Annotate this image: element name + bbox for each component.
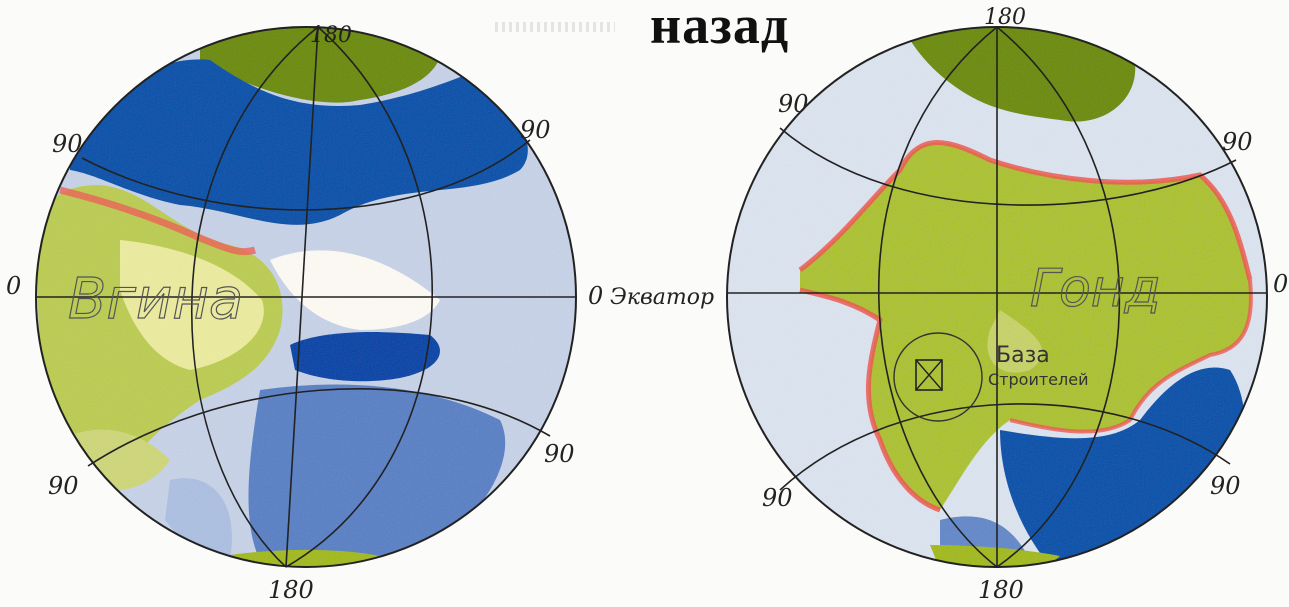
lat-label-bottom: 180 [268, 576, 314, 604]
graticule-right [726, 26, 1268, 568]
lat-label-lower-left: 90 [48, 472, 79, 500]
lat-label-upper-left-right-globe: 90 [778, 90, 809, 118]
region-label-right: Гонд [1030, 259, 1161, 319]
lon-label-right-right-globe: 0 [1273, 270, 1288, 298]
globe-right: База Строителей 180 90 90 0 90 90 180 Го… [726, 5, 1288, 604]
lat-label-top-right-globe: 180 [984, 5, 1026, 30]
lat-label-lower-right-right-globe: 90 [1210, 472, 1241, 500]
graticule-left [35, 26, 577, 568]
lat-label-upper-right: 90 [520, 116, 551, 144]
back-link[interactable]: назад [650, 0, 790, 55]
globe-left-terrain [36, 27, 576, 567]
base-label-line2: Строителей [988, 370, 1088, 389]
region-label-left: Вгина [68, 267, 243, 332]
lon-label-right: 0 [588, 282, 603, 310]
equator-label: Экватор [610, 285, 714, 310]
builders-base-marker[interactable] [893, 332, 983, 422]
base-label-line1: База [996, 343, 1050, 368]
lat-label-upper-left: 90 [52, 130, 83, 158]
lat-label-bottom-right-globe: 180 [978, 576, 1024, 604]
lat-label-top: 180 [310, 23, 352, 48]
lon-label-left: 0 [6, 272, 21, 300]
scan-smudge [495, 22, 615, 32]
globe-left: 180 90 90 0 0 Экватор 90 90 180 Вгина [6, 23, 714, 604]
lat-label-lower-left-right-globe: 90 [762, 484, 793, 512]
lat-label-upper-right-right-globe: 90 [1222, 128, 1253, 156]
lat-label-lower-right: 90 [544, 440, 575, 468]
